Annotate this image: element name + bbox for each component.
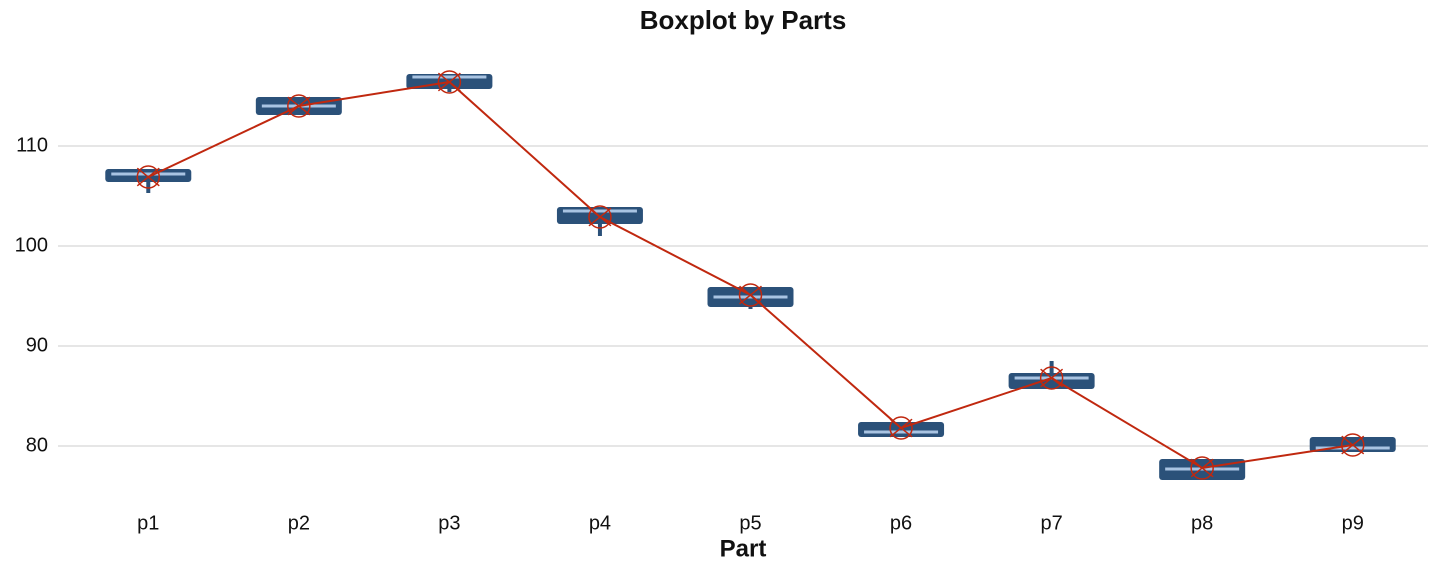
mean-cross xyxy=(1190,458,1214,478)
x-tick-label: p5 xyxy=(739,512,761,534)
mean-marker xyxy=(1340,433,1365,457)
mean-cross xyxy=(1341,435,1365,455)
mean-cross xyxy=(136,167,160,187)
mean-marker xyxy=(1039,366,1064,390)
mean-marker xyxy=(437,70,462,94)
box xyxy=(1008,373,1095,389)
chart-title: Boxplot by Parts xyxy=(640,5,847,35)
box xyxy=(858,422,945,437)
y-tick-label: 80 xyxy=(26,434,48,456)
mean-marker xyxy=(136,165,161,189)
mean-cross xyxy=(739,285,762,305)
mean-marker xyxy=(588,205,612,229)
x-tick-label: p7 xyxy=(1040,512,1062,534)
mean-cross xyxy=(437,72,461,92)
x-tick-label: p6 xyxy=(890,512,912,534)
mean-cross xyxy=(1040,368,1064,388)
x-tick-label: p2 xyxy=(288,512,310,534)
mean-cross xyxy=(889,418,913,438)
mean-marker xyxy=(1190,456,1214,480)
x-axis-title: Part xyxy=(720,535,767,562)
y-tick-label: 110 xyxy=(16,134,48,156)
x-tick-label: p8 xyxy=(1191,512,1213,534)
y-tick-label: 90 xyxy=(26,334,48,356)
mean-line xyxy=(147,80,1353,470)
mean-marker xyxy=(889,416,913,440)
y-tick-label: 100 xyxy=(15,234,48,256)
mean-cross xyxy=(588,207,612,227)
mean-cross xyxy=(287,96,311,116)
x-tick-label: p3 xyxy=(438,512,460,534)
mean-marker xyxy=(738,283,763,307)
mean-marker xyxy=(287,94,311,118)
x-tick-label: p1 xyxy=(137,512,159,534)
x-tick-label: p4 xyxy=(589,512,611,534)
x-tick-label: p9 xyxy=(1342,512,1364,534)
